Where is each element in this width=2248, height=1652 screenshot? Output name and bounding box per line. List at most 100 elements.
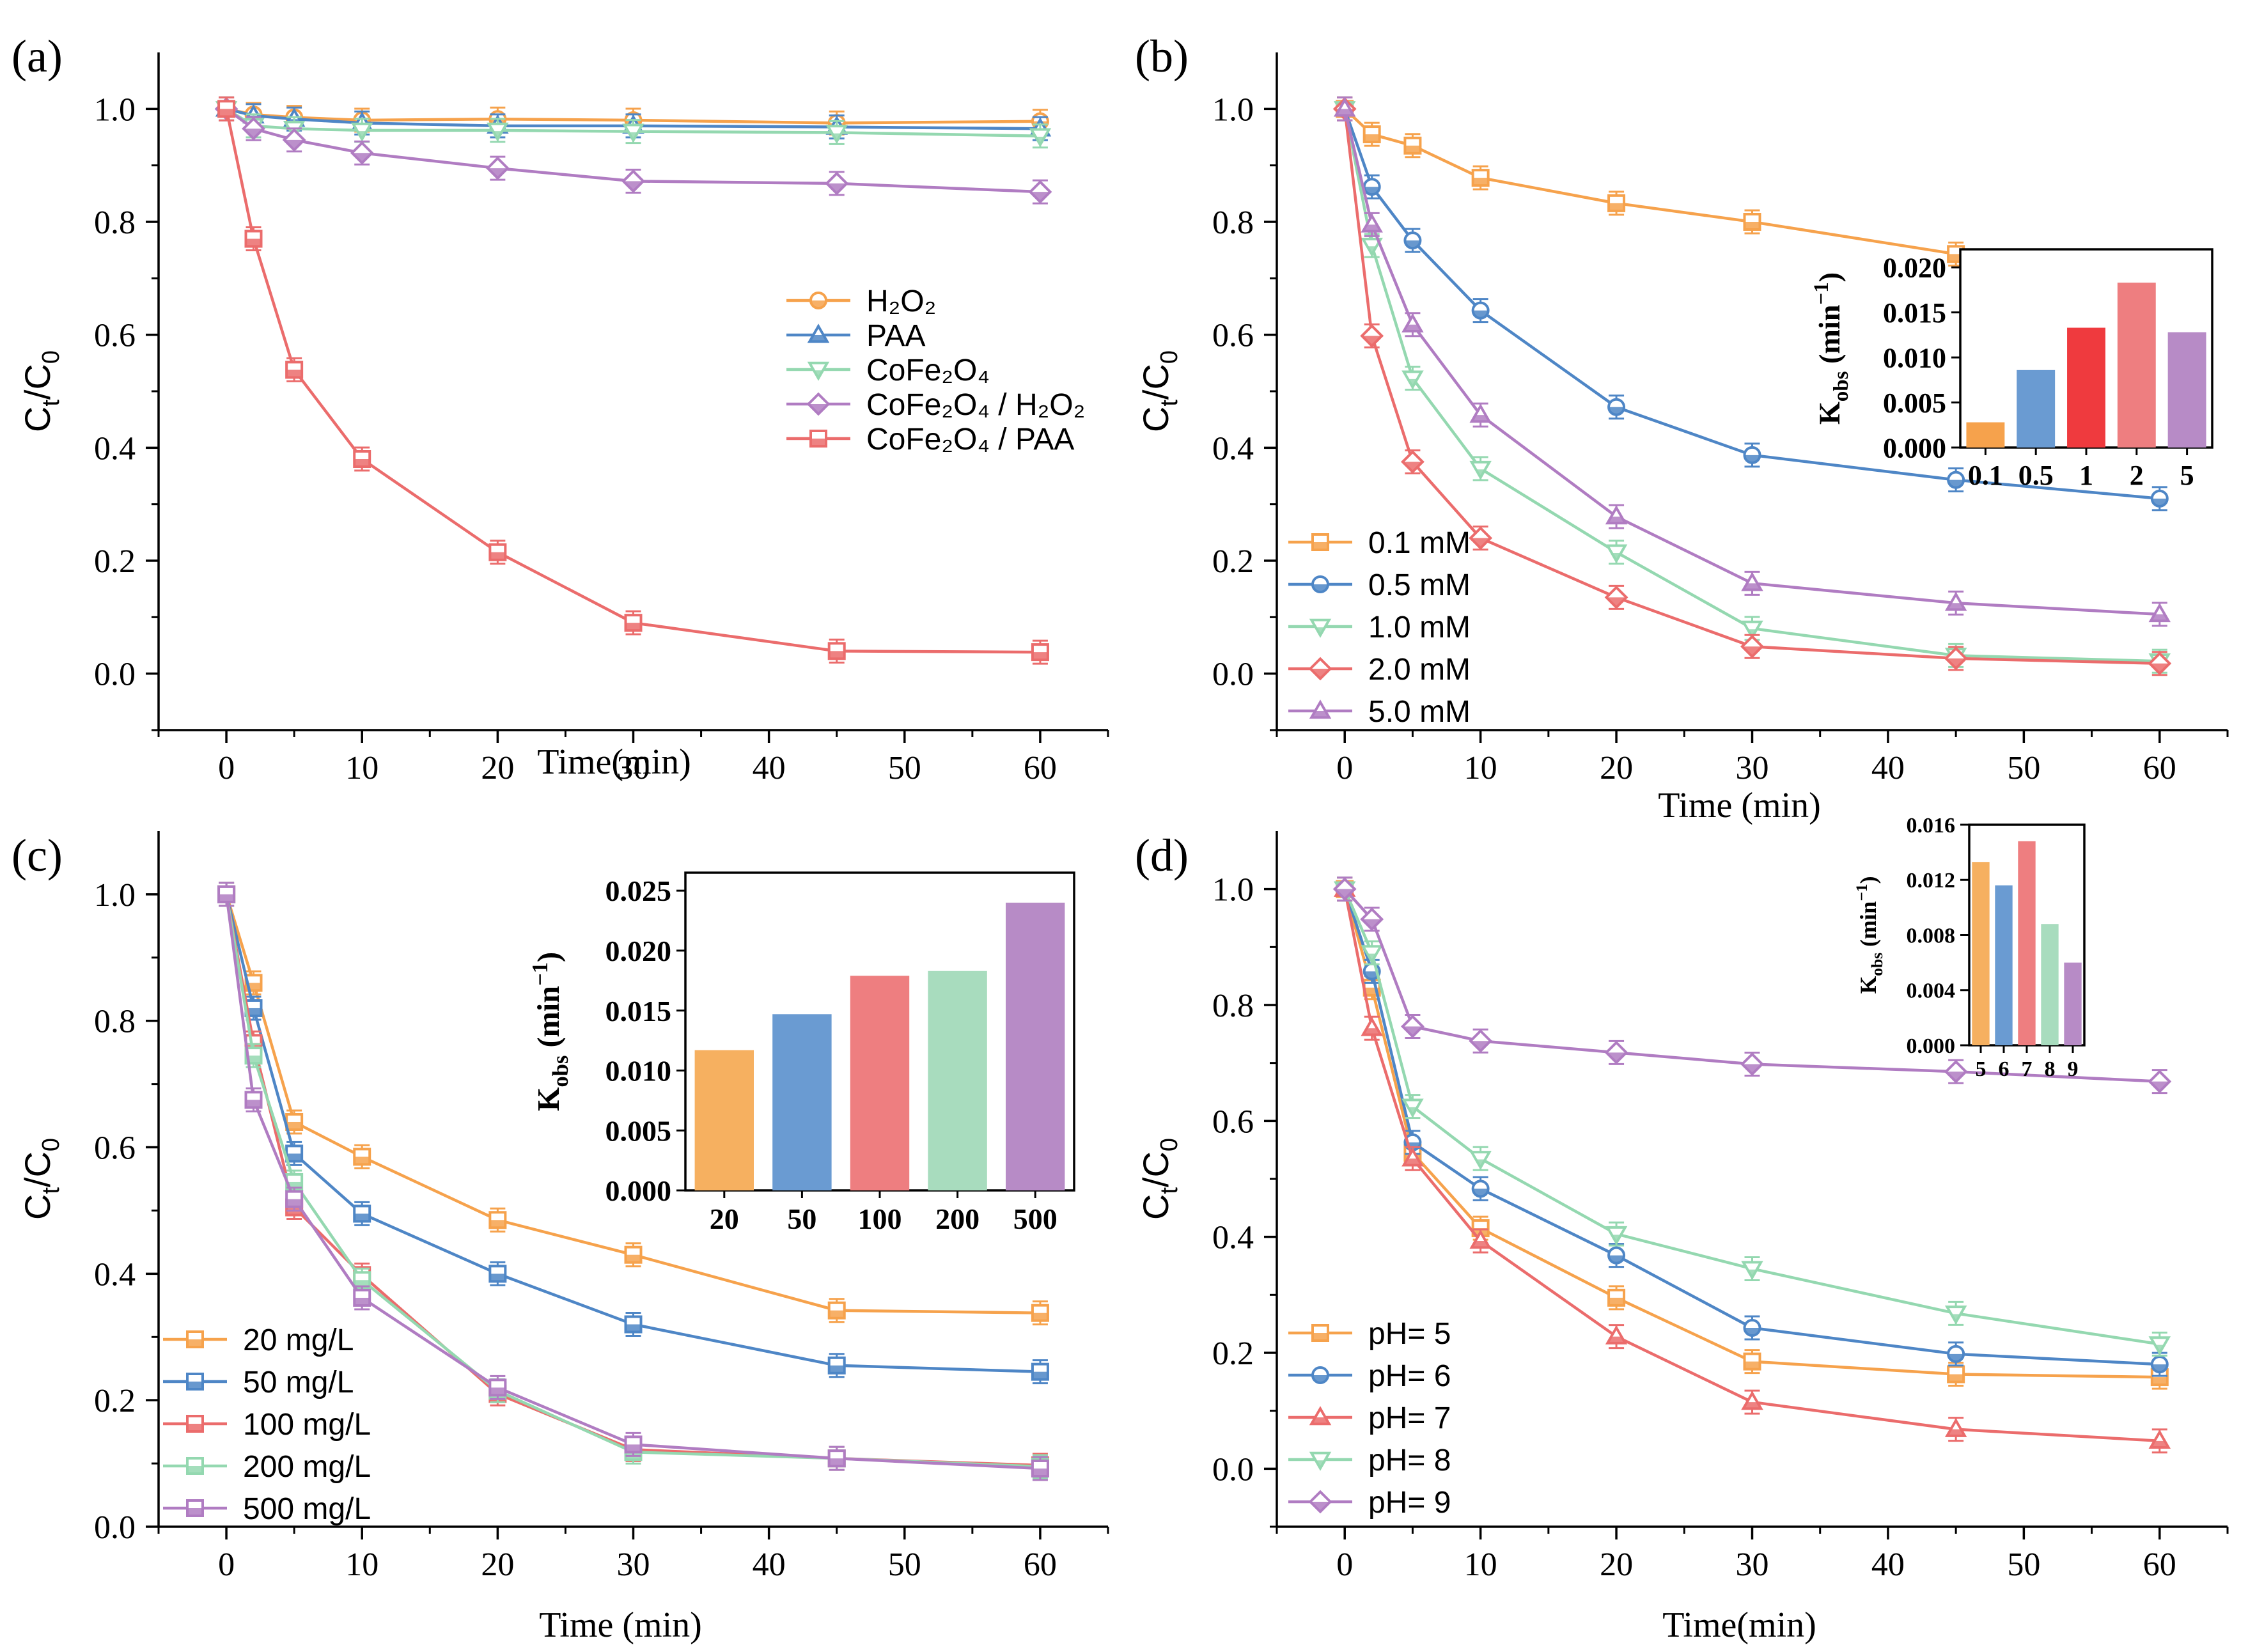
data-point-half: [1743, 1402, 1761, 1409]
legend-marker-half: [1310, 669, 1331, 679]
data-point-half: [625, 1254, 641, 1263]
inset-y-label: 0.016: [1907, 814, 1956, 838]
data-point-half: [286, 1121, 302, 1130]
data-point-half: [286, 1199, 302, 1207]
data-point-half: [2150, 1440, 2169, 1448]
legend-marker-half: [187, 1339, 203, 1347]
inset-x-label: 0.5: [2018, 460, 2054, 491]
inset-y-label: 0.010: [605, 1055, 672, 1087]
inset-y-axis-label: Kobs (min−1): [1810, 272, 1853, 425]
y-label-sub-t: t: [38, 400, 65, 407]
inset-bar: [1005, 902, 1065, 1190]
data-point-half: [1336, 109, 1354, 116]
x-tick-label: 20: [1600, 1547, 1633, 1583]
data-point-half: [1472, 1188, 1488, 1197]
panel-label: (b): [1135, 31, 1189, 82]
data-point-half: [1947, 1429, 1965, 1436]
x-axis-label: Time (min): [539, 1605, 702, 1645]
x-tick-label: 20: [1600, 750, 1633, 786]
data-point-half: [357, 131, 366, 139]
data-point-half: [1362, 1028, 1381, 1035]
data-point-half: [1402, 1026, 1423, 1037]
data-point-half: [490, 1220, 506, 1228]
inset-x-label: 500: [1013, 1203, 1058, 1235]
data-point-half: [1948, 479, 1964, 488]
x-tick-label: 0: [218, 1547, 235, 1583]
legend: 20 mg/L 50 mg/L 100 mg/L 200 mg/L 500 mg/L: [163, 1323, 371, 1526]
inset-label-exp: −1: [1852, 884, 1871, 901]
inset-label-exp: −1: [528, 962, 552, 986]
data-point-half: [1403, 1158, 1422, 1165]
y-label-sub-t: t: [38, 1187, 65, 1194]
data-point-half: [1036, 136, 1045, 145]
legend-label: 0.1 mM: [1368, 526, 1471, 560]
data-point-half: [1030, 192, 1050, 202]
series-line: [1343, 889, 2160, 1443]
inset-bar: [850, 976, 910, 1190]
inset-bar-chart: 20 50 100 200 500 0.000 0.005 0.010 0.015 0.020 0.…: [528, 871, 1075, 1235]
x-axis-label: Time(min): [1662, 1605, 1816, 1645]
inset-label-unit: (min: [532, 986, 566, 1048]
inset-bar: [2167, 332, 2206, 448]
series-line: [224, 108, 1040, 654]
inset-x-label: 100: [858, 1203, 902, 1235]
legend-label: 50 mg/L: [243, 1366, 354, 1399]
data-point-half: [2150, 1081, 2170, 1092]
inset-label-space: [1813, 364, 1846, 371]
data-point-half: [1609, 1255, 1625, 1263]
inset-label-k: K: [532, 1087, 566, 1111]
x-tick-label: 30: [1736, 750, 1769, 786]
data-point-half: [1607, 1336, 1625, 1343]
data-point-half: [1744, 222, 1760, 230]
data-point-half: [490, 552, 506, 560]
legend-marker-half: [814, 370, 823, 378]
data-point-half: [1612, 1235, 1621, 1243]
inset-x-label: 9: [2068, 1057, 2079, 1081]
series-line: [1343, 108, 2160, 663]
series-5-0-mm: [1333, 96, 2171, 627]
y-tick-label: 0.2: [1212, 543, 1254, 580]
inset-label-close: ): [1855, 876, 1881, 884]
legend-label: CoFe₂O₄: [866, 354, 990, 387]
y-axis-label: Ct/C0: [17, 350, 65, 432]
data-point-half: [2150, 614, 2169, 621]
y-label-c: C: [17, 364, 58, 389]
data-point-half: [284, 139, 304, 150]
series-line: [224, 894, 1040, 1373]
data-point-half: [354, 1213, 370, 1222]
data-point-half: [1471, 538, 1491, 549]
data-point-half: [1362, 336, 1382, 347]
data-point-half: [490, 1274, 506, 1282]
legend-label: 5.0 mM: [1368, 695, 1471, 729]
data-point-half: [1946, 1071, 1966, 1082]
x-tick-label: 30: [617, 1547, 650, 1583]
y-tick-label: 0.6: [94, 318, 136, 354]
data-point-half: [1612, 552, 1621, 561]
inset-label-sub: obs: [549, 1056, 573, 1087]
inset-y-label: 0.020: [605, 935, 672, 967]
data-point-half: [219, 109, 235, 117]
data-point-half: [490, 1387, 506, 1396]
series-line: [224, 894, 1041, 1470]
legend-label: pH= 8: [1368, 1444, 1451, 1477]
legend-label: 20 mg/L: [243, 1323, 354, 1357]
data-point-half: [829, 651, 845, 659]
data-point-half: [1948, 1374, 1964, 1382]
inset-y-label: 0.005: [1883, 387, 1946, 419]
x-tick-label: 60: [1024, 750, 1057, 786]
y-tick-label: 0.8: [1212, 988, 1254, 1024]
data-point-half: [1403, 324, 1422, 331]
x-tick-label: 40: [1871, 1547, 1905, 1583]
data-point-half: [1032, 1371, 1048, 1380]
inset-label-space: [1855, 947, 1881, 953]
data-point-half: [1364, 134, 1380, 143]
y-tick-label: 0.0: [94, 1509, 136, 1546]
x-tick-label: 10: [1464, 750, 1497, 786]
y-axis-label: Ct/C0: [1136, 1138, 1183, 1220]
inset-x-label: 0.1: [1968, 460, 2003, 491]
data-point-half: [243, 129, 264, 139]
y-label-c: C: [17, 407, 58, 432]
legend-marker-half: [1313, 584, 1328, 592]
